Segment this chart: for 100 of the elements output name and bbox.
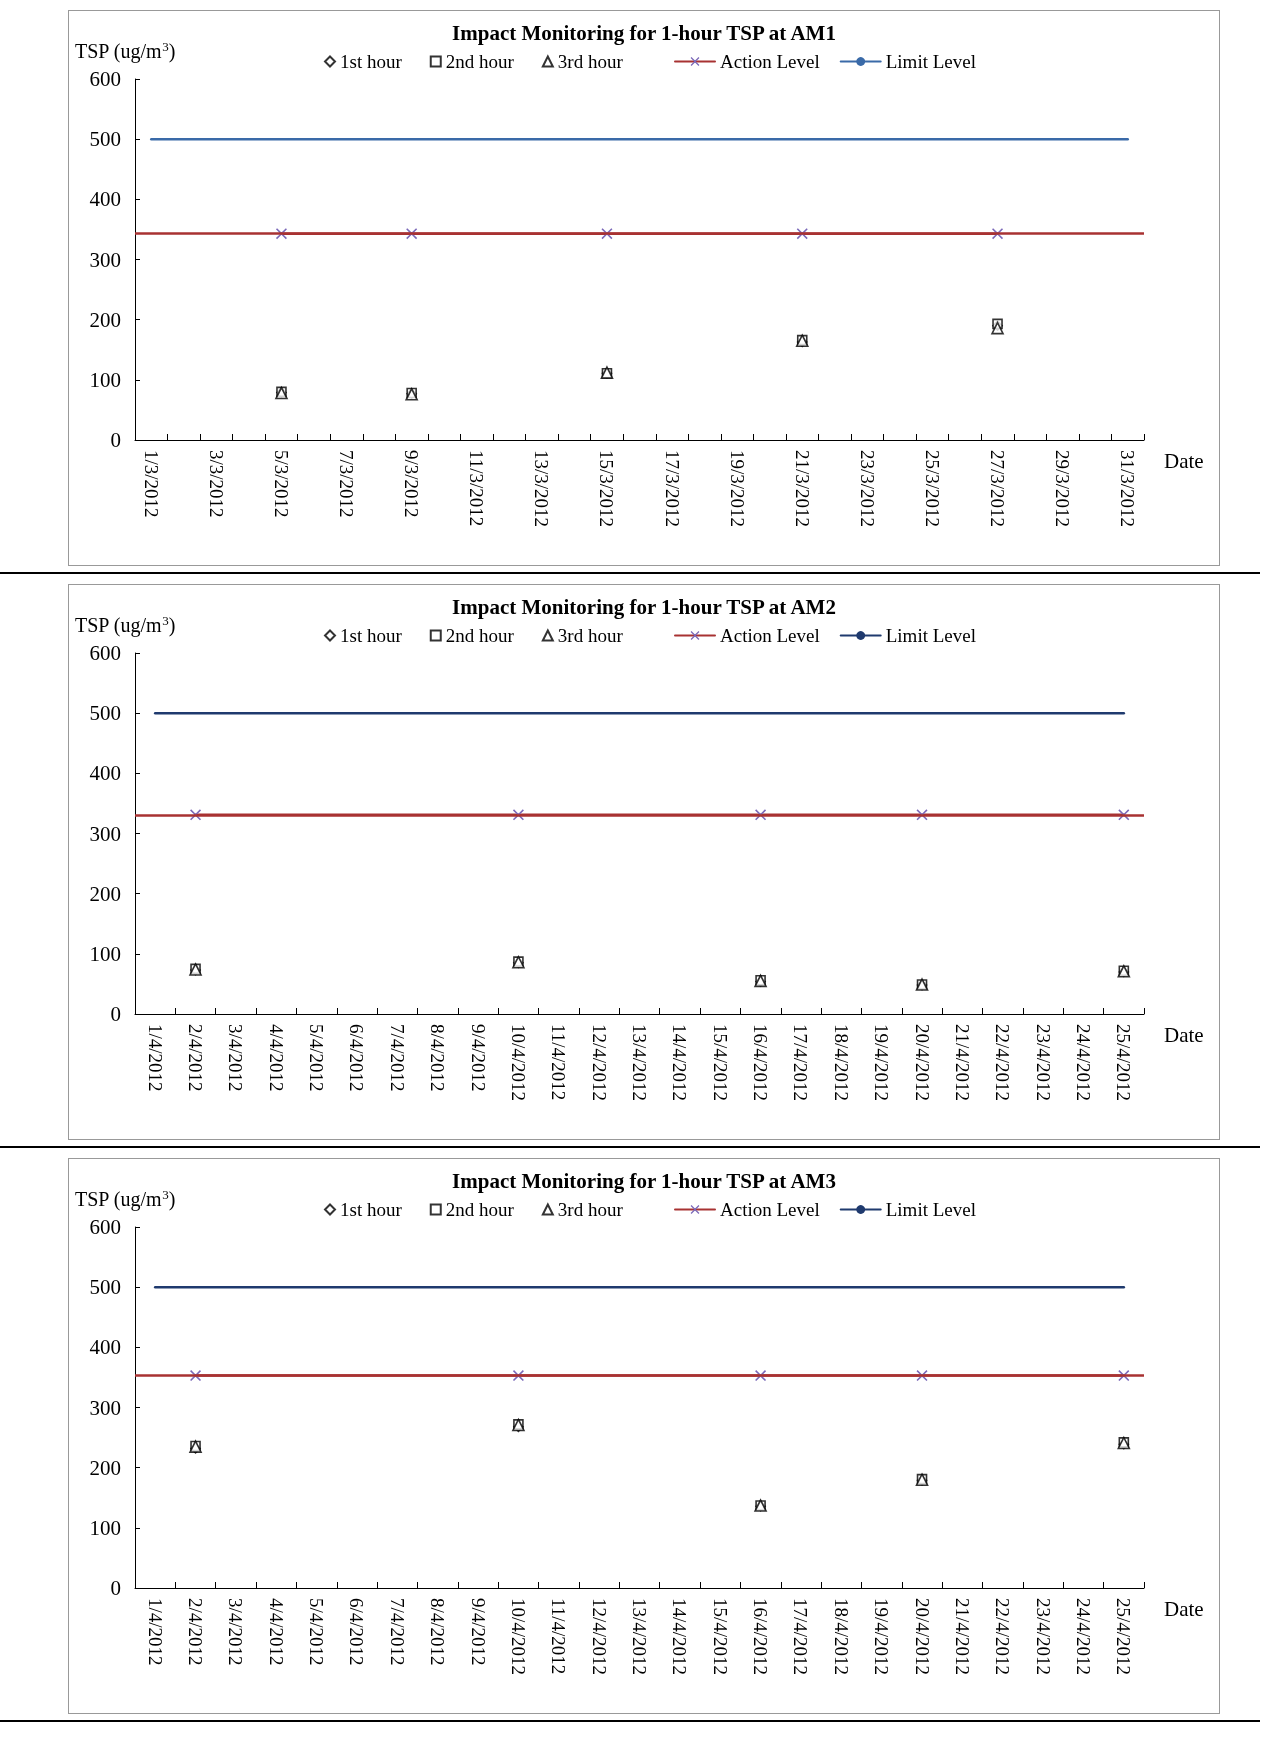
y-tick-label: 200	[89, 881, 121, 906]
legend-label: 2nd hour	[445, 51, 515, 72]
x-tick-label: 27/3/2012	[987, 450, 1009, 528]
legend-label: 1st hour	[340, 51, 403, 72]
x-tick-label: 25/4/2012	[1113, 1024, 1135, 1102]
x-tick-label: 4/4/2012	[265, 1598, 287, 1666]
chart-title: Impact Monitoring for 1-hour TSP at AM1	[452, 20, 836, 45]
legend-label: 3rd hour	[557, 625, 624, 646]
legend-label: 3rd hour	[557, 51, 624, 72]
x-tick-label: 15/4/2012	[709, 1024, 731, 1102]
x-tick-label: 23/4/2012	[1032, 1024, 1054, 1102]
x-tick-label: 31/3/2012	[1117, 450, 1139, 528]
x-tick-label: 12/4/2012	[588, 1024, 610, 1102]
y-tick-label: 400	[89, 761, 121, 786]
x-tick-label: 19/3/2012	[726, 450, 748, 528]
y-tick-label: 500	[89, 1275, 121, 1300]
x-tick-label: 14/4/2012	[669, 1024, 691, 1102]
x-tick-label: 18/4/2012	[830, 1024, 852, 1102]
x-tick-label: 11/4/2012	[548, 1024, 570, 1101]
y-tick-label: 600	[89, 1215, 121, 1239]
x-tick-label: 11/4/2012	[548, 1598, 570, 1675]
x-tick-label: 21/3/2012	[791, 450, 813, 528]
x-axis-title: Date	[1164, 1022, 1204, 1047]
x-tick-label: 7/3/2012	[336, 450, 358, 518]
x-tick-label: 12/4/2012	[588, 1598, 610, 1676]
x-tick-label: 8/4/2012	[427, 1024, 449, 1092]
x-axis-title: Date	[1164, 448, 1204, 473]
x-tick-label: 25/3/2012	[921, 450, 943, 528]
y-tick-label: 100	[89, 941, 121, 966]
x-tick-label: 23/3/2012	[856, 450, 878, 528]
x-tick-label: 19/4/2012	[871, 1598, 893, 1676]
x-tick-label: 25/4/2012	[1113, 1598, 1135, 1676]
x-tick-label: 17/3/2012	[661, 450, 683, 528]
legend-label: 3rd hour	[557, 1199, 624, 1220]
x-tick-label: 6/4/2012	[346, 1598, 368, 1666]
y-tick-label: 300	[89, 1395, 121, 1420]
x-tick-label: 11/3/2012	[466, 450, 488, 527]
x-tick-label: 20/4/2012	[911, 1024, 933, 1102]
y-tick-label: 600	[89, 641, 121, 665]
x-tick-label: 13/3/2012	[531, 450, 553, 528]
x-tick-label: 13/4/2012	[629, 1024, 650, 1102]
x-tick-label: 5/4/2012	[306, 1024, 328, 1092]
x-tick-label: 21/4/2012	[951, 1598, 973, 1676]
x-tick-label: 1/4/2012	[144, 1598, 166, 1666]
x-tick-label: 5/4/2012	[306, 1598, 328, 1666]
x-tick-label: 14/4/2012	[669, 1598, 691, 1676]
y-tick-label: 500	[89, 127, 121, 152]
y-tick-label: 300	[89, 821, 121, 846]
y-tick-label: 100	[89, 1515, 121, 1540]
y-tick-label: 100	[89, 367, 121, 392]
legend-label: Limit Level	[885, 1199, 976, 1220]
x-tick-label: 3/3/2012	[205, 450, 227, 518]
x-tick-label: 1/4/2012	[144, 1024, 166, 1092]
x-tick-label: 22/4/2012	[992, 1598, 1014, 1676]
legend-label: Limit Level	[885, 51, 976, 72]
legend-label: Action Level	[720, 625, 820, 646]
y-tick-label: 200	[89, 307, 121, 332]
x-tick-label: 9/4/2012	[467, 1024, 489, 1092]
x-tick-label: 17/4/2012	[790, 1024, 812, 1102]
x-tick-label: 20/4/2012	[911, 1598, 933, 1676]
x-tick-label: 24/4/2012	[1072, 1024, 1094, 1102]
x-tick-label: 15/3/2012	[596, 450, 618, 528]
x-tick-label: 23/4/2012	[1032, 1598, 1054, 1676]
x-tick-label: 22/4/2012	[992, 1024, 1014, 1102]
x-tick-label: 1/3/2012	[140, 450, 162, 518]
y-tick-label: 0	[110, 1576, 121, 1600]
x-tick-label: 7/4/2012	[386, 1598, 408, 1666]
x-tick-label: 16/4/2012	[750, 1598, 772, 1676]
x-tick-label: 18/4/2012	[830, 1598, 852, 1676]
x-tick-label: 29/3/2012	[1052, 450, 1074, 528]
chart-title: Impact Monitoring for 1-hour TSP at AM2	[452, 594, 836, 619]
legend-label: Limit Level	[885, 625, 976, 646]
x-tick-label: 3/4/2012	[225, 1024, 247, 1092]
legend-label: Action Level	[720, 51, 820, 72]
legend-label: 1st hour	[340, 625, 403, 646]
legend-label: 2nd hour	[445, 1199, 515, 1220]
x-tick-label: 16/4/2012	[750, 1024, 772, 1102]
x-tick-label: 7/4/2012	[386, 1024, 408, 1092]
x-tick-label: 6/4/2012	[346, 1024, 368, 1092]
x-tick-label: 3/4/2012	[225, 1598, 247, 1666]
x-tick-label: 5/3/2012	[270, 450, 292, 518]
legend-label: 2nd hour	[445, 625, 515, 646]
x-tick-label: 10/4/2012	[507, 1598, 529, 1676]
x-tick-label: 24/4/2012	[1072, 1598, 1094, 1676]
x-tick-label: 17/4/2012	[790, 1598, 812, 1676]
x-tick-label: 10/4/2012	[507, 1024, 529, 1102]
y-tick-label: 600	[89, 67, 121, 91]
x-tick-label: 13/4/2012	[629, 1598, 650, 1676]
y-tick-label: 0	[110, 428, 121, 452]
legend-label: Action Level	[720, 1199, 820, 1220]
y-tick-label: 0	[110, 1002, 121, 1026]
x-tick-label: 2/4/2012	[185, 1024, 207, 1092]
y-tick-label: 500	[89, 701, 121, 726]
y-tick-label: 300	[89, 247, 121, 272]
x-tick-label: 2/4/2012	[185, 1598, 207, 1666]
y-tick-label: 400	[89, 1335, 121, 1360]
x-tick-label: 19/4/2012	[871, 1024, 893, 1102]
x-tick-label: 9/4/2012	[467, 1598, 489, 1666]
legend-label: 1st hour	[340, 1199, 403, 1220]
x-tick-label: 8/4/2012	[427, 1598, 449, 1666]
